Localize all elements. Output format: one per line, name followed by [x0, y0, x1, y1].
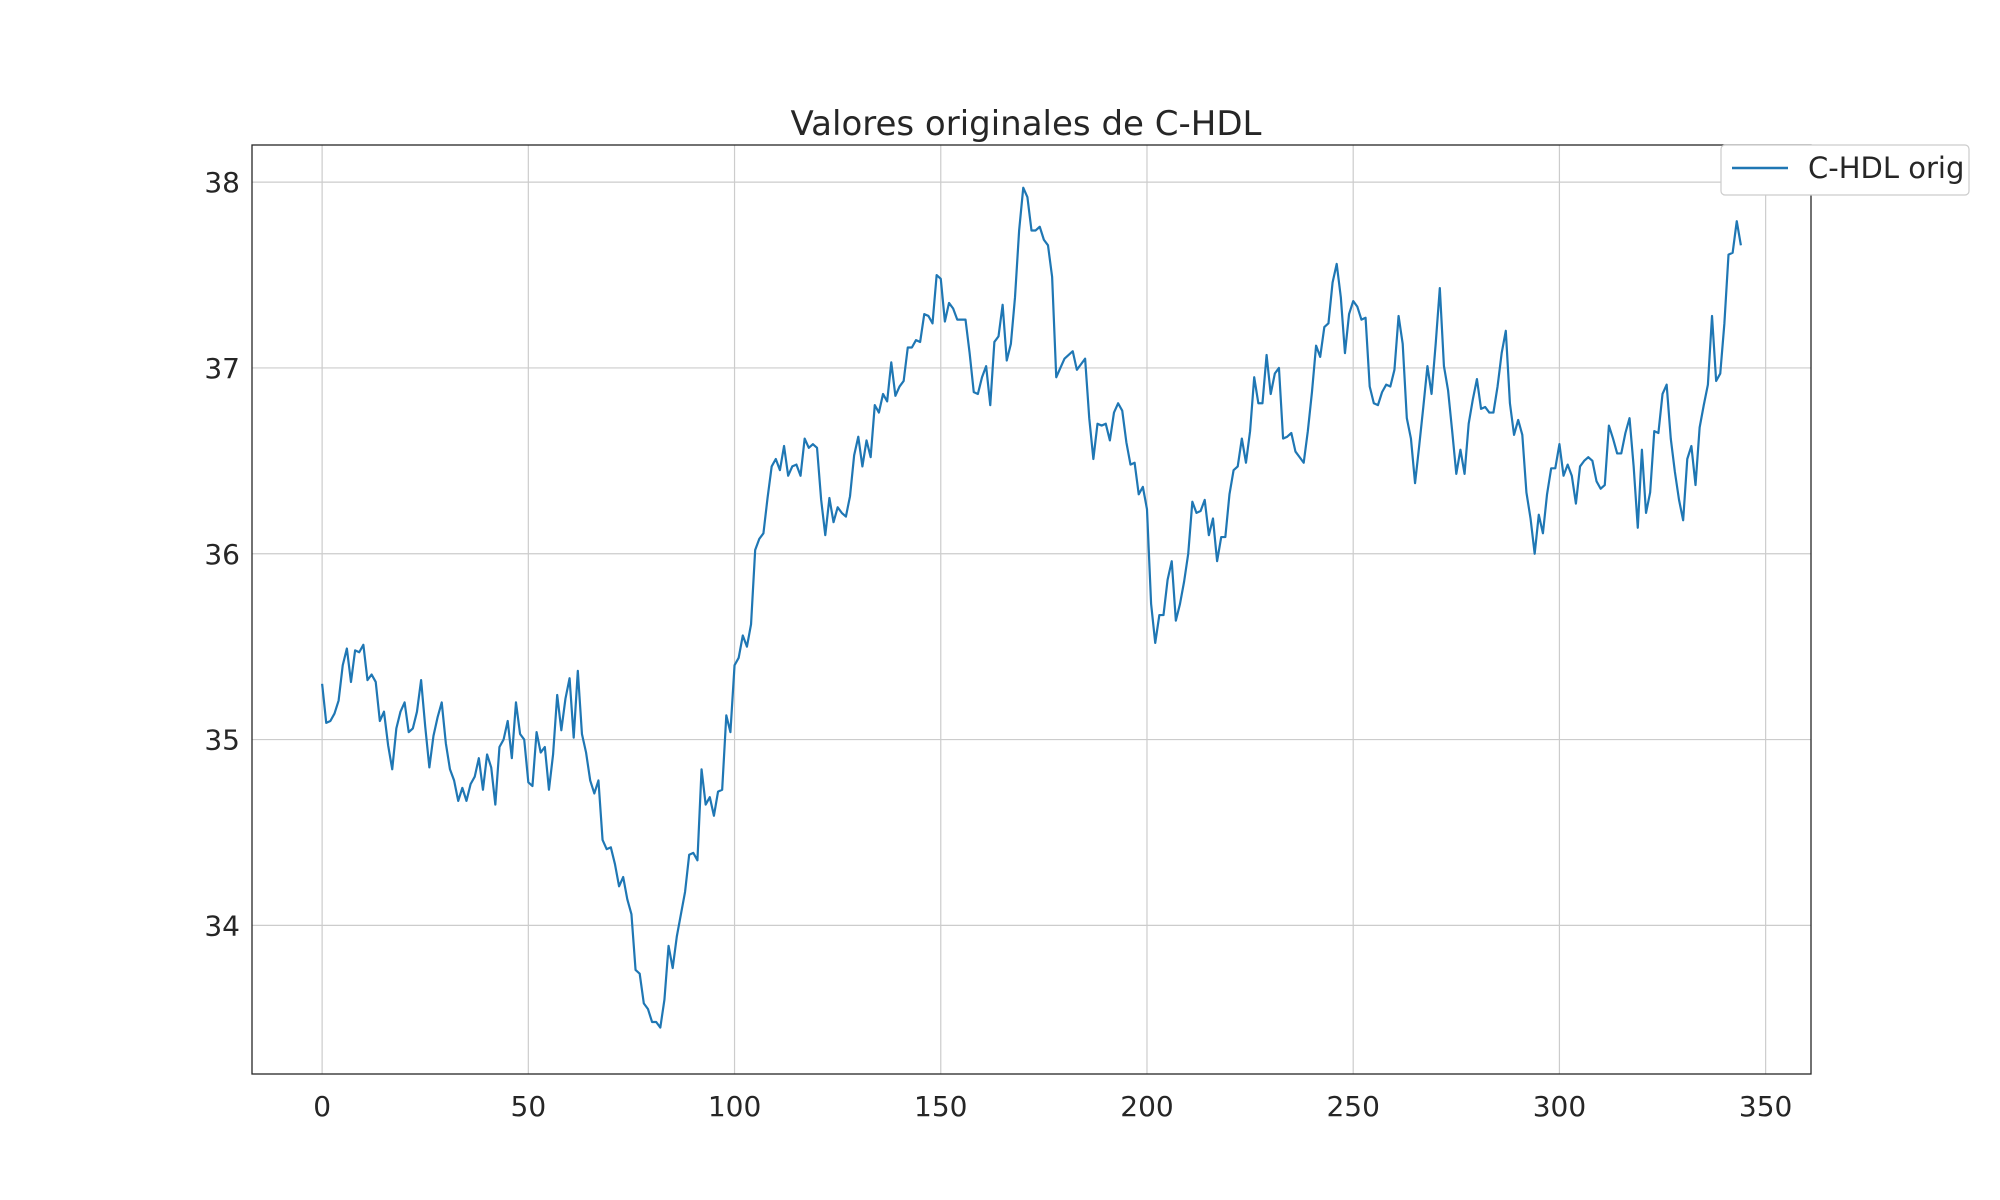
- x-tick-label: 0: [313, 1090, 331, 1123]
- tick-labels: 0 50 100 150 200 250 300 350 34 35 36 37 38: [204, 166, 1792, 1123]
- y-tick-label: 34: [204, 909, 240, 942]
- x-tick-label: 50: [511, 1090, 547, 1123]
- x-tick-label: 200: [1120, 1090, 1173, 1123]
- x-tick-label: 350: [1739, 1090, 1792, 1123]
- gridlines: [252, 145, 1811, 1074]
- y-tick-label: 35: [204, 724, 240, 757]
- y-tick-label: 36: [204, 538, 240, 571]
- chart-title: Valores originales de C-HDL: [791, 104, 1262, 144]
- legend-label: C-HDL orig: [1808, 151, 1964, 185]
- plot-frame: [251, 144, 1812, 1075]
- y-tick-label: 38: [204, 166, 240, 199]
- y-tick-label: 37: [204, 352, 240, 385]
- x-tick-label: 250: [1326, 1090, 1379, 1123]
- x-tick-label: 150: [914, 1090, 967, 1123]
- legend: C-HDL orig: [1720, 144, 1970, 196]
- series-line-0: [321, 186, 1742, 1029]
- x-tick-label: 300: [1533, 1090, 1586, 1123]
- x-tick-label: 100: [708, 1090, 761, 1123]
- series-layer: [321, 186, 1742, 1029]
- legend-box: [1720, 144, 1970, 196]
